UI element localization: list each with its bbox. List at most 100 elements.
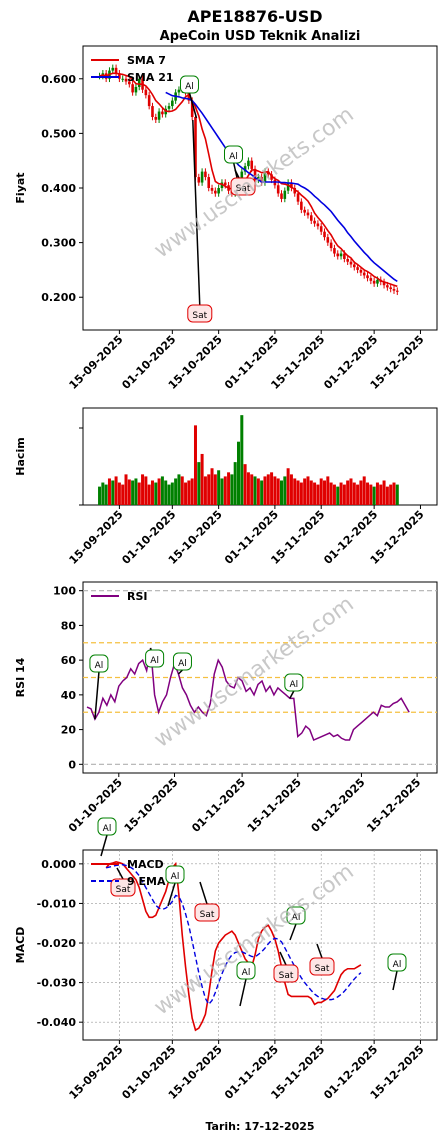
volume-bar bbox=[157, 478, 161, 505]
volume-bar bbox=[236, 441, 240, 505]
price-candle-body bbox=[214, 190, 217, 194]
price-candle-body bbox=[316, 223, 320, 227]
price-candle-body bbox=[240, 171, 244, 183]
macd-ytick-label: -0.030 bbox=[37, 977, 77, 990]
volume-bar bbox=[174, 478, 178, 505]
macd-signal-4-box bbox=[236, 961, 256, 980]
volume-bar bbox=[286, 468, 290, 505]
rsi-signal-arrow bbox=[94, 671, 100, 720]
price-signal-0-box bbox=[179, 75, 199, 94]
rsi-xtick-label: 15-10-2025 bbox=[122, 776, 181, 835]
volume-bar bbox=[104, 484, 108, 505]
price-candle-body bbox=[111, 67, 115, 71]
volume-bar bbox=[246, 472, 250, 505]
volume-bar bbox=[329, 482, 333, 505]
macd-signal-3-text: Sat bbox=[200, 910, 215, 920]
volume-bar bbox=[326, 476, 330, 505]
price-candle-body bbox=[144, 89, 148, 96]
volume-bar bbox=[270, 472, 274, 505]
volume-bar bbox=[114, 476, 118, 505]
macd-signal-arrow bbox=[100, 834, 108, 857]
chart-subtitle: ApeCoin USD Teknik Analizi bbox=[160, 29, 361, 44]
rsi-signal-1-box bbox=[145, 649, 165, 668]
rsi-xtick-label: 15-12-2025 bbox=[364, 776, 423, 835]
macd-legend-label: 9 EMA bbox=[127, 875, 166, 888]
macd-signal-7-text: Sat bbox=[315, 964, 330, 974]
volume-bar bbox=[332, 484, 336, 505]
volume-bar bbox=[243, 464, 247, 505]
volume-bar bbox=[369, 484, 373, 505]
price-candle-body bbox=[346, 259, 349, 262]
price-signal-arrow bbox=[192, 119, 201, 307]
price-candle-body bbox=[333, 248, 336, 254]
rsi-xtick-label: 15-11-2025 bbox=[245, 776, 304, 835]
volume-bar bbox=[187, 480, 191, 505]
volume-bar bbox=[359, 480, 363, 505]
price-candle-body bbox=[190, 100, 194, 117]
volume-bar bbox=[323, 480, 327, 505]
price-candle-body bbox=[352, 264, 356, 268]
volume-bar bbox=[193, 425, 197, 505]
volume-bar bbox=[250, 474, 254, 505]
price-candle-body bbox=[171, 100, 174, 107]
rsi-signal-arrow bbox=[177, 669, 183, 675]
macd-signal-0-box bbox=[97, 817, 117, 836]
volume-bar bbox=[260, 480, 264, 505]
volume-bar bbox=[98, 486, 102, 505]
volume-bar bbox=[190, 478, 194, 505]
price-candle-body bbox=[260, 177, 263, 183]
price-candle-body bbox=[250, 160, 254, 169]
sma21-line bbox=[165, 91, 398, 283]
volume-bar bbox=[203, 476, 207, 505]
price-candle-body bbox=[293, 188, 297, 194]
price-candle-body bbox=[283, 190, 287, 199]
price-signal-3-text: Sat bbox=[192, 311, 207, 321]
price-candle-body bbox=[286, 182, 290, 191]
macd-signal-6-box bbox=[286, 906, 306, 925]
rsi-ytick-label: 40 bbox=[61, 689, 77, 702]
rsi-xtick-label: 01-11-2025 bbox=[189, 776, 248, 835]
price-candle-body bbox=[197, 177, 201, 183]
macd-signal-arrow bbox=[116, 867, 124, 880]
price-candle-body bbox=[187, 92, 191, 101]
price-candle-body bbox=[151, 106, 154, 117]
volume-bar bbox=[223, 476, 227, 505]
price-candle-body bbox=[147, 95, 151, 107]
macd-signal-arrow bbox=[392, 970, 398, 991]
price-candle-body bbox=[167, 106, 171, 109]
price-candle-body bbox=[243, 166, 247, 172]
volume-bar bbox=[101, 482, 105, 505]
macd-signal-1-box bbox=[110, 878, 136, 897]
macd-signal-arrow bbox=[199, 881, 208, 905]
price-ytick-label: 0.400 bbox=[41, 182, 76, 195]
volume-bar bbox=[170, 482, 174, 505]
rsi-signal-arrow bbox=[289, 690, 295, 699]
macd-signal-7-box bbox=[309, 957, 335, 976]
price-candle-body bbox=[369, 278, 373, 281]
price-candle-body bbox=[266, 171, 270, 175]
macd-signal-3-box bbox=[194, 903, 220, 922]
price-signal-0-text: Al bbox=[185, 82, 194, 92]
price-legend-label: SMA 7 bbox=[127, 54, 166, 67]
macd-watermark: www.uscmarkets.com bbox=[150, 859, 359, 1020]
volume-bar bbox=[339, 482, 343, 505]
volume-bar bbox=[107, 478, 111, 505]
price-candle-body bbox=[121, 78, 125, 80]
price-candle-body bbox=[300, 201, 303, 210]
price-candle-body bbox=[124, 78, 128, 82]
price-candle-body bbox=[128, 81, 131, 85]
volume-bar bbox=[283, 476, 287, 505]
volume-bar bbox=[299, 482, 303, 505]
price-signal-1-text: Al bbox=[229, 152, 238, 162]
macd-signal-1-text: Sat bbox=[116, 885, 131, 895]
macd-signal-arrow bbox=[279, 951, 287, 966]
price-legend-label: SMA 21 bbox=[127, 71, 174, 84]
rsi-xtick-label: 01-12-2025 bbox=[309, 776, 368, 835]
volume-bar bbox=[356, 484, 360, 505]
volume-bar bbox=[164, 480, 168, 505]
volume-bar bbox=[180, 476, 184, 505]
price-candle-body bbox=[309, 215, 313, 221]
price-candle-body bbox=[154, 117, 158, 120]
price-candle-body bbox=[389, 287, 392, 290]
